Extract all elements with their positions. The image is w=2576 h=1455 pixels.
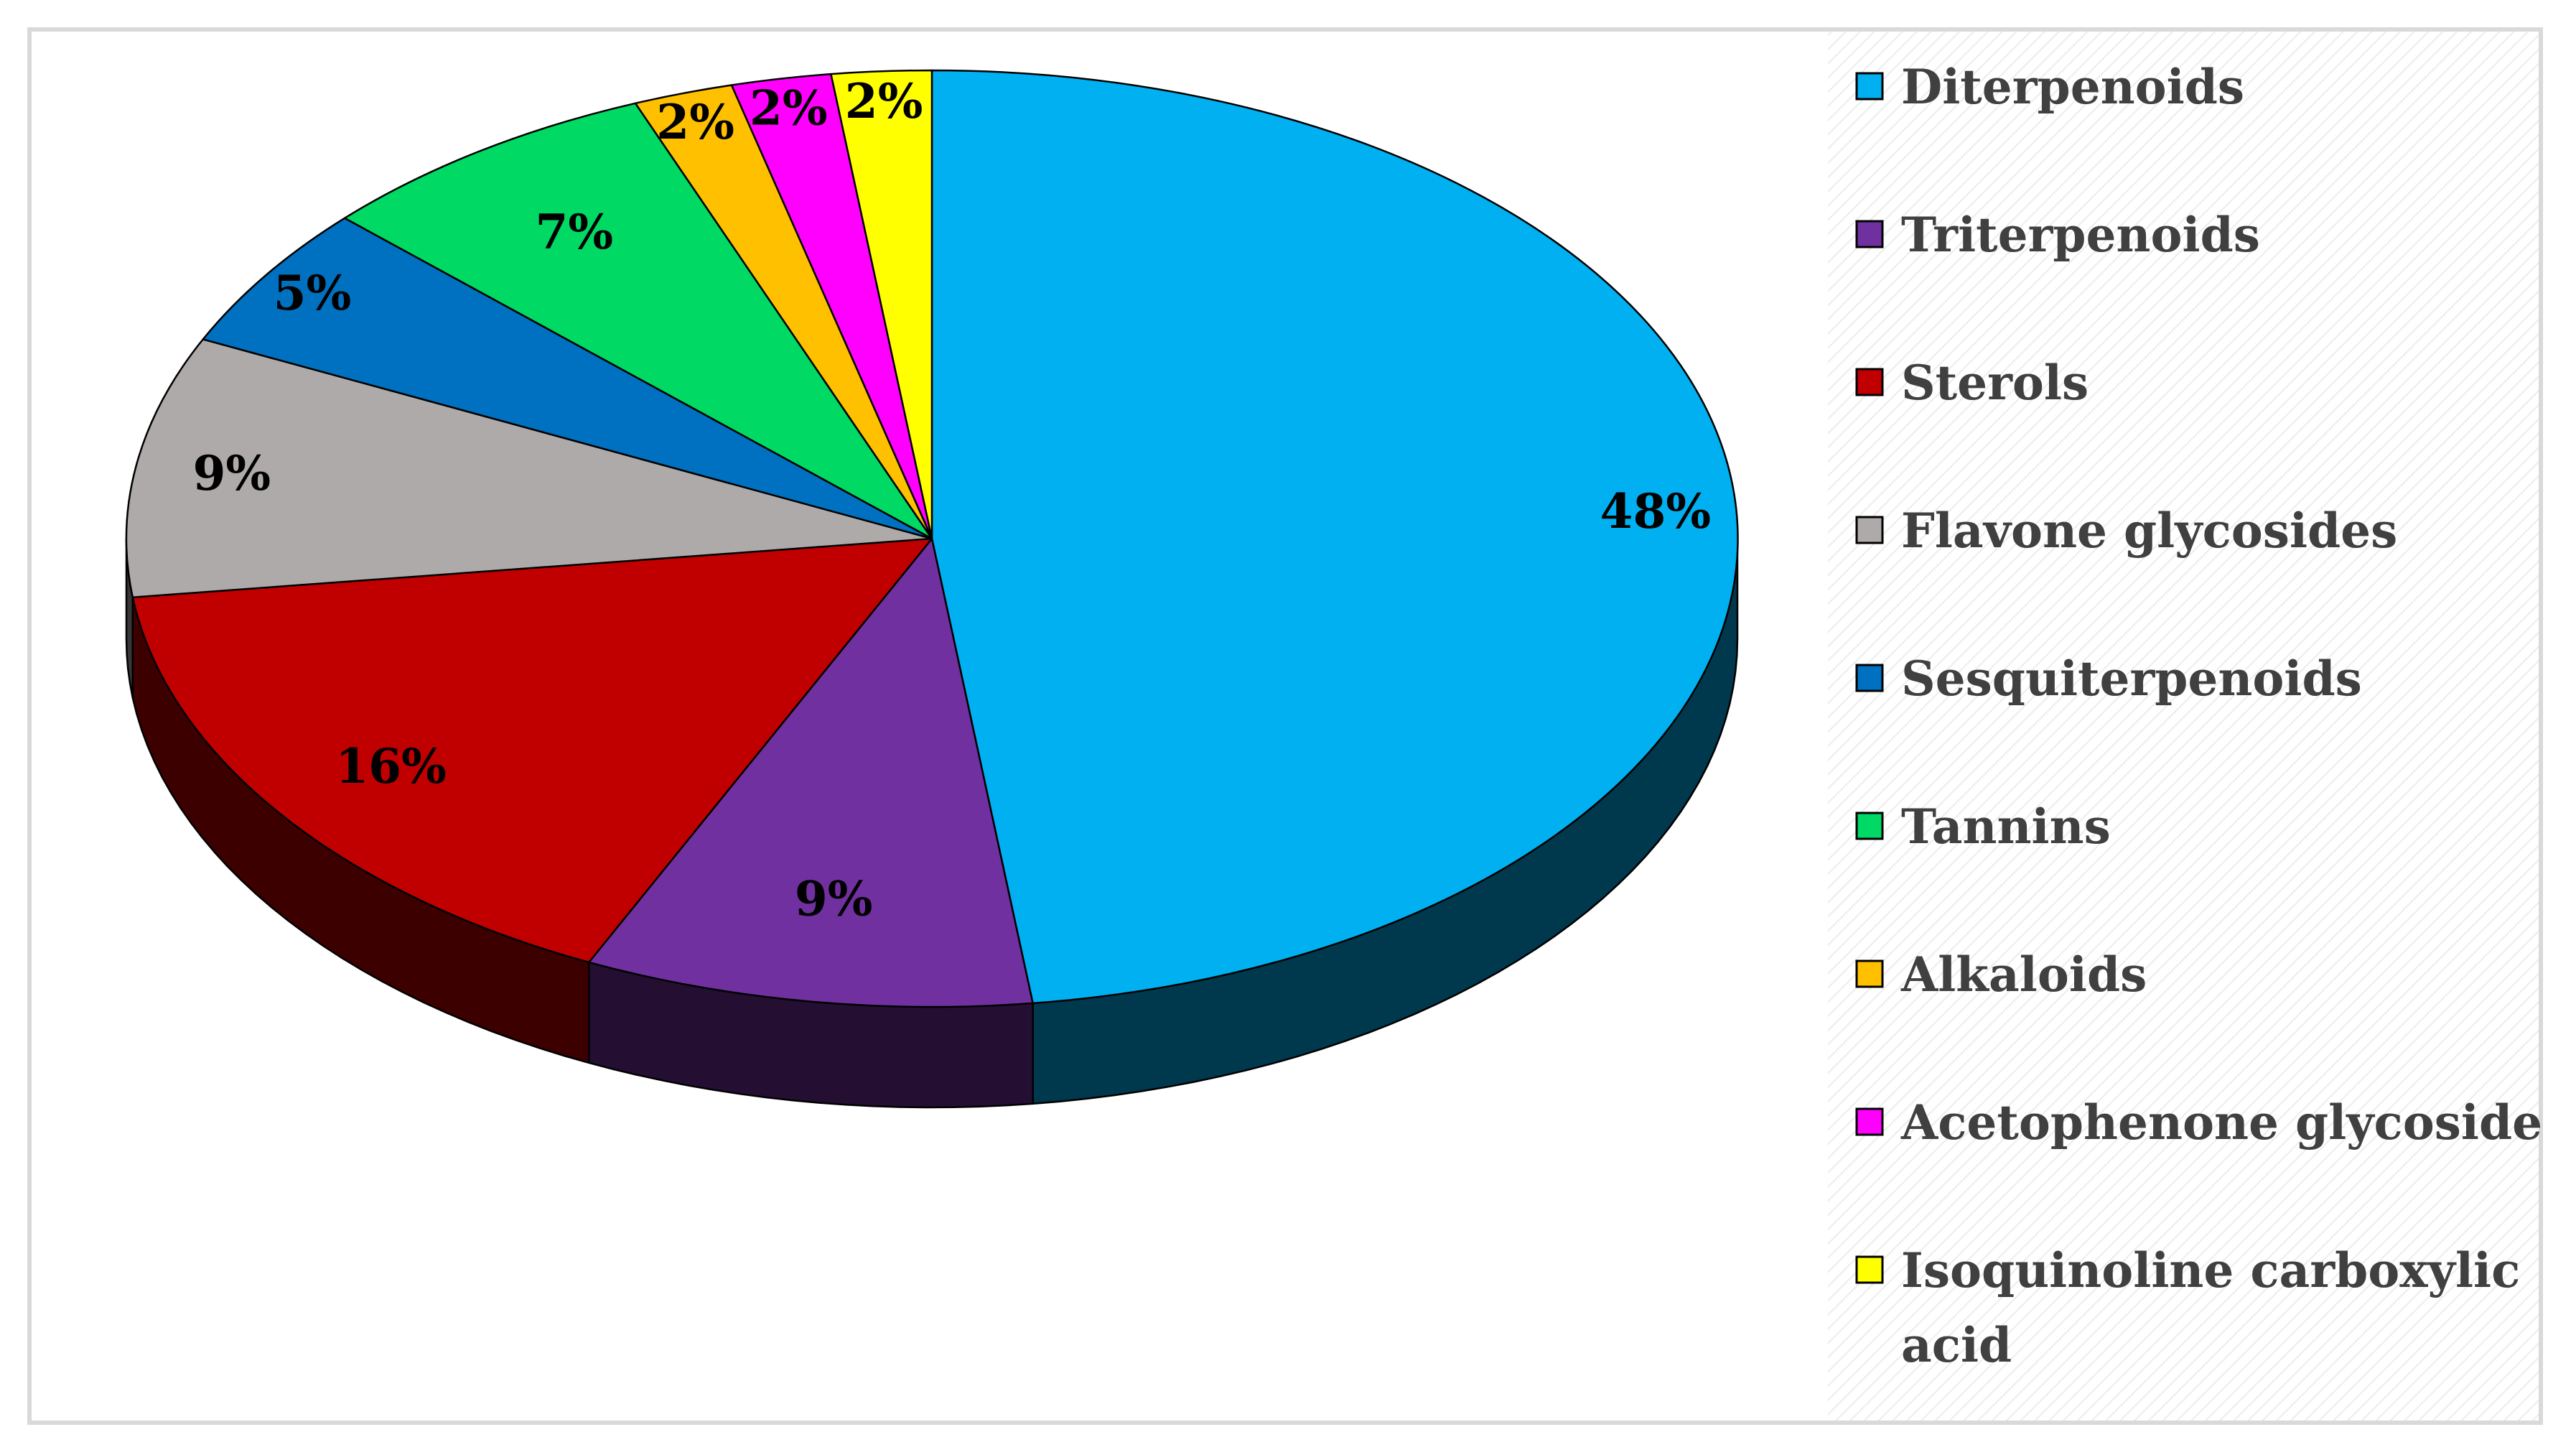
slice-label-2: 16% <box>335 738 447 794</box>
legend-swatch-5 <box>1855 812 1884 840</box>
slice-label-3: 9% <box>192 445 271 501</box>
slice-5 <box>343 102 933 540</box>
legend-swatch-6 <box>1855 959 1884 988</box>
pie-top <box>125 69 1739 1008</box>
slice-1 <box>588 537 1034 1008</box>
slice-label-7: 2% <box>750 80 828 136</box>
legend-swatch-2 <box>1855 368 1884 396</box>
slice-label-0: 48% <box>1600 483 1712 539</box>
slice-label-5: 7% <box>535 204 613 260</box>
legend-label-8: Isoquinoline carboxylic acid <box>1901 1242 2520 1373</box>
legend-label-6: Alkaloids <box>1900 947 2147 1003</box>
slice-2 <box>131 537 933 964</box>
legend-label-7: Acetophenone glycoside <box>1900 1094 2542 1150</box>
slice-0 <box>930 69 1739 1005</box>
slice-4 <box>202 217 933 540</box>
legend-label-0: Diterpenoids <box>1901 59 2244 115</box>
legend-swatch-3 <box>1855 516 1884 544</box>
slice-label-4: 5% <box>274 265 352 321</box>
slice-label-8: 2% <box>845 73 923 129</box>
legend-background <box>1828 32 2539 1421</box>
legend: Diterpenoids Triterpenoids Sterols Flavone … <box>1855 59 2542 1373</box>
legend-label-1: Triterpenoids <box>1901 207 2260 263</box>
legend-label-5: Tannins <box>1901 799 2111 855</box>
legend-label-3: Flavone glycosides <box>1901 503 2397 559</box>
legend-swatch-1 <box>1855 220 1884 248</box>
legend-label-4: Sesquiterpenoids <box>1901 651 2362 707</box>
legend-swatch-4 <box>1855 664 1884 692</box>
slice-3 <box>125 338 933 598</box>
slice-8 <box>830 69 933 540</box>
legend-swatch-0 <box>1855 72 1884 101</box>
pie-sides <box>125 537 1739 1109</box>
legend-swatch-8 <box>1855 1255 1884 1284</box>
legend-swatch-7 <box>1855 1107 1884 1136</box>
slice-label-1: 9% <box>795 870 873 926</box>
pie-labels: 48% 9% 16% 9% 5% 7% 2% 2% 2% <box>192 73 1711 927</box>
slice-label-6: 2% <box>656 94 734 150</box>
legend-label-2: Sterols <box>1901 355 2089 411</box>
